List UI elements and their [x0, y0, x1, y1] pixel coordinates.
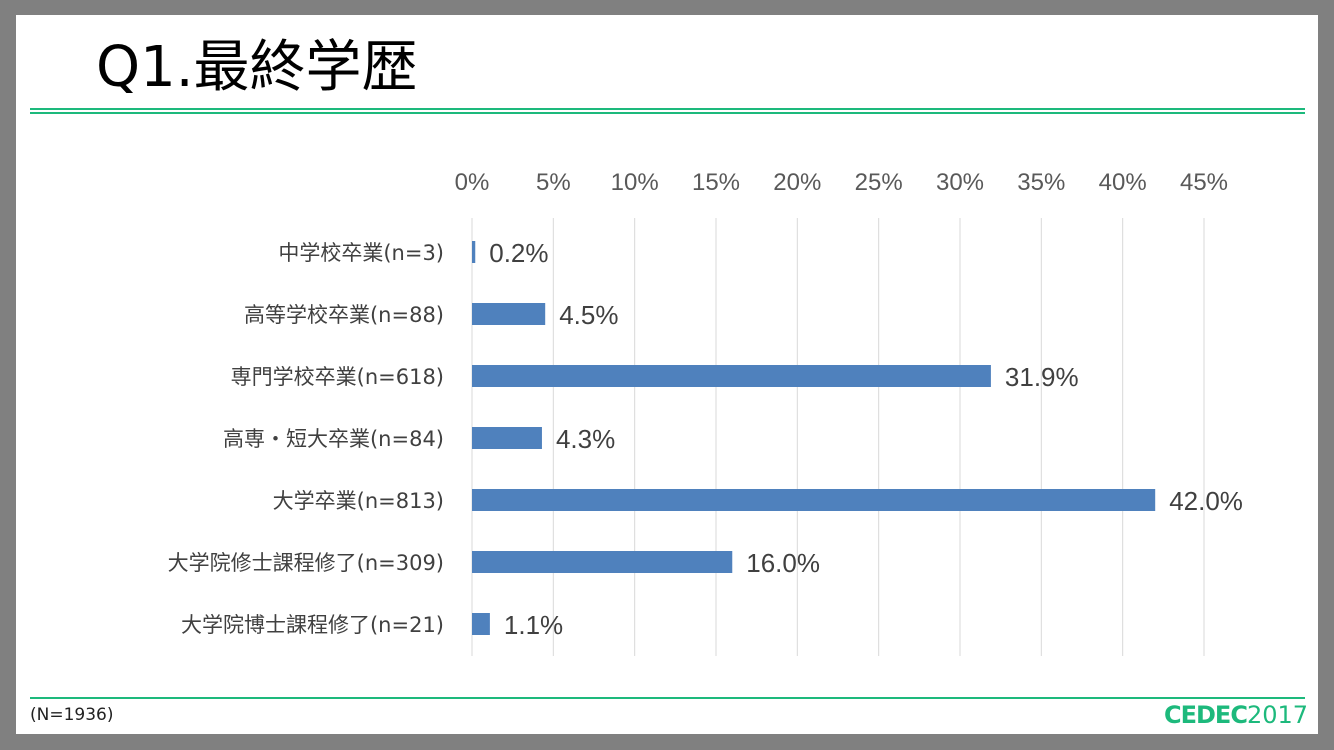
slide-title: Q1.最終学歴: [96, 35, 418, 100]
x-tick-label: 30%: [936, 169, 984, 196]
data-label: 16.0%: [746, 548, 820, 578]
x-tick-label: 15%: [692, 169, 740, 196]
data-label: 42.0%: [1169, 486, 1243, 516]
x-tick-label: 0%: [455, 169, 490, 196]
data-label: 4.3%: [556, 424, 615, 454]
bar: [472, 241, 476, 263]
category-label: 中学校卒業(n=3): [278, 241, 444, 265]
x-tick-label: 40%: [1099, 169, 1147, 196]
x-tick-label: 20%: [773, 169, 821, 196]
category-label: 高等学校卒業(n=88): [244, 303, 444, 327]
bar: [472, 613, 490, 635]
x-tick-label: 45%: [1180, 169, 1228, 196]
sample-size-note: (N=1936): [30, 705, 114, 725]
x-tick-label: 25%: [855, 169, 903, 196]
data-label: 1.1%: [504, 610, 563, 640]
bar: [472, 489, 1156, 511]
category-label: 専門学校卒業(n=618): [231, 365, 444, 389]
data-label: 31.9%: [1005, 362, 1079, 392]
bar: [472, 303, 546, 325]
bar: [472, 551, 733, 573]
logo-name: CEDEC: [1164, 701, 1248, 729]
category-label: 大学院修士課程修了(n=309): [168, 551, 444, 575]
footer-divider: [30, 697, 1305, 699]
x-tick-label: 5%: [536, 169, 571, 196]
bar: [472, 365, 991, 387]
data-label: 0.2%: [489, 238, 548, 268]
bar: [472, 427, 542, 449]
x-tick-label: 35%: [1017, 169, 1065, 196]
x-tick-label: 10%: [611, 169, 659, 196]
title-divider-top: [30, 108, 1305, 110]
category-label: 大学院博士課程修了(n=21): [181, 613, 444, 637]
logo-year: 2017: [1246, 701, 1309, 729]
cedec-logo: CEDEC2017: [1164, 701, 1308, 729]
category-label: 大学卒業(n=813): [273, 489, 444, 513]
data-label: 4.5%: [559, 300, 618, 330]
title-divider-bottom: [30, 112, 1305, 114]
category-label: 高専・短大卒業(n=84): [223, 427, 444, 451]
